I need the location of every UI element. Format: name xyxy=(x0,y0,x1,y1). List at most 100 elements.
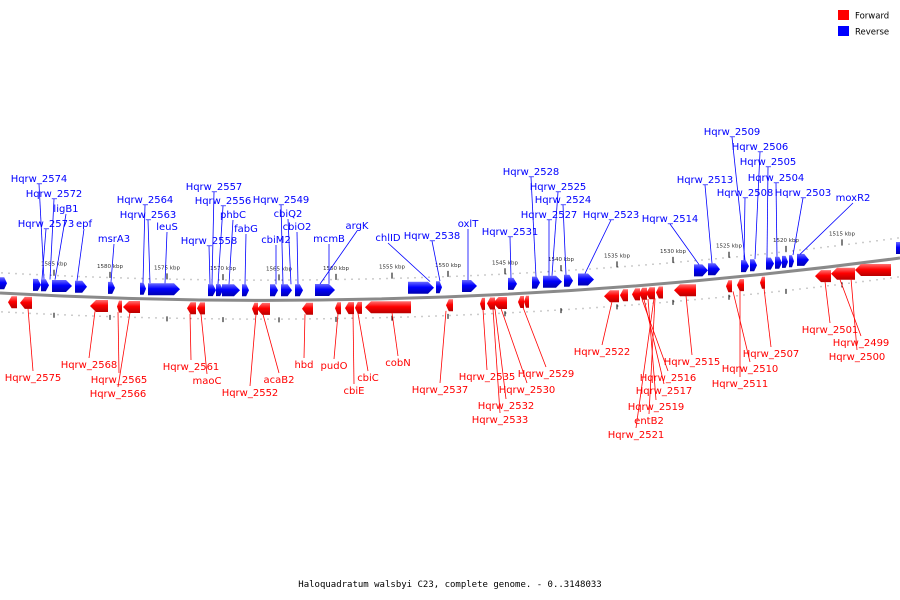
forward-gene-arrow-5[interactable] xyxy=(187,302,196,315)
reverse-gene-arrow-25[interactable] xyxy=(708,263,720,276)
reverse-gene-arrow-23[interactable] xyxy=(578,273,594,286)
gene-label-hqrw-2525[interactable]: Hqrw_2525 xyxy=(530,182,587,193)
gene-label-hbd[interactable]: hbd xyxy=(294,360,313,371)
gene-label-hqrw-2503[interactable]: Hqrw_2503 xyxy=(775,188,832,199)
gene-label-oxlt[interactable]: oxlT xyxy=(458,219,480,230)
reverse-gene-arrow-28[interactable] xyxy=(766,257,774,270)
reverse-gene-arrow-9[interactable] xyxy=(216,284,223,297)
gene-label-hqrw-2519[interactable]: Hqrw_2519 xyxy=(628,402,685,413)
gene-label-hqrw-2538[interactable]: Hqrw_2538 xyxy=(404,231,461,242)
gene-label-maoc[interactable]: maoC xyxy=(193,376,222,387)
gene-label-hqrw-2558[interactable]: Hqrw_2558 xyxy=(181,236,238,247)
gene-label-hqrw-2552[interactable]: Hqrw_2552 xyxy=(222,388,279,399)
reverse-gene-arrow-5[interactable] xyxy=(108,281,115,294)
reverse-gene-arrow-27[interactable] xyxy=(750,259,757,272)
gene-label-moxr2[interactable]: moxR2 xyxy=(836,193,871,204)
reverse-gene-arrow-11[interactable] xyxy=(242,284,249,297)
reverse-gene-arrow-12[interactable] xyxy=(270,284,278,297)
gene-label-hqrw-2549[interactable]: Hqrw_2549 xyxy=(253,195,310,206)
gene-label-phbc[interactable]: phbC xyxy=(220,210,246,221)
forward-gene-arrow-23[interactable] xyxy=(639,287,647,300)
gene-label-hqrw-2537[interactable]: Hqrw_2537 xyxy=(412,385,469,396)
forward-gene-arrow-30[interactable] xyxy=(815,270,831,283)
forward-gene-arrow-17[interactable] xyxy=(493,297,507,309)
reverse-gene-arrow-31[interactable] xyxy=(789,255,794,268)
forward-gene-arrow-2[interactable] xyxy=(90,300,108,312)
reverse-gene-arrow-2[interactable] xyxy=(41,279,49,292)
forward-gene-arrow-25[interactable] xyxy=(656,286,663,299)
forward-gene-arrow-3[interactable] xyxy=(117,300,122,313)
gene-label-hqrw-2506[interactable]: Hqrw_2506 xyxy=(732,142,789,153)
gene-label-hqrw-2566[interactable]: Hqrw_2566 xyxy=(90,389,147,400)
reverse-gene-arrow-6[interactable] xyxy=(140,282,146,295)
reverse-gene-arrow-7[interactable] xyxy=(148,283,180,296)
reverse-gene-arrow-29[interactable] xyxy=(775,256,782,269)
gene-label-hqrw-2522[interactable]: Hqrw_2522 xyxy=(574,347,631,358)
forward-gene-arrow-14[interactable] xyxy=(446,299,453,312)
gene-label-hqrw-2568[interactable]: Hqrw_2568 xyxy=(61,360,118,371)
gene-label-hqrw-2529[interactable]: Hqrw_2529 xyxy=(518,369,575,380)
reverse-gene-arrow-17[interactable] xyxy=(436,281,442,294)
gene-label-hqrw-2500[interactable]: Hqrw_2500 xyxy=(829,352,886,363)
gene-label-hqrw-2514[interactable]: Hqrw_2514 xyxy=(642,214,699,225)
forward-gene-arrow-15[interactable] xyxy=(480,297,485,310)
gene-label-pudo[interactable]: pudO xyxy=(321,361,348,372)
reverse-gene-arrow-20[interactable] xyxy=(532,276,540,289)
gene-label-cbiq2[interactable]: cbiQ2 xyxy=(274,209,303,220)
reverse-gene-arrow-33[interactable] xyxy=(896,242,900,254)
gene-label-acab2[interactable]: acaB2 xyxy=(264,375,295,386)
forward-gene-arrow-26[interactable] xyxy=(674,284,696,297)
gene-label-leus[interactable]: leuS xyxy=(156,222,178,233)
reverse-gene-arrow-3[interactable] xyxy=(52,280,72,292)
reverse-gene-arrow-1[interactable] xyxy=(33,278,41,291)
gene-label-hqrw-2504[interactable]: Hqrw_2504 xyxy=(748,173,805,184)
forward-gene-arrow-19[interactable] xyxy=(524,295,529,308)
forward-gene-arrow-18[interactable] xyxy=(518,296,524,308)
forward-gene-arrow-4[interactable] xyxy=(123,301,140,313)
forward-gene-arrow-20[interactable] xyxy=(604,290,619,303)
reverse-gene-arrow-18[interactable] xyxy=(462,280,477,292)
forward-gene-arrow-10[interactable] xyxy=(335,302,341,315)
gene-label-entb2[interactable]: entB2 xyxy=(634,416,664,427)
forward-gene-arrow-1[interactable] xyxy=(20,296,32,309)
gene-label-hqrw-2513[interactable]: Hqrw_2513 xyxy=(677,175,734,186)
forward-gene-arrow-27[interactable] xyxy=(726,280,732,293)
gene-label-cbie[interactable]: cbiE xyxy=(344,386,365,397)
gene-label-argk[interactable]: argK xyxy=(346,221,369,232)
gene-label-hqrw-2533[interactable]: Hqrw_2533 xyxy=(472,415,529,426)
forward-gene-arrow-29[interactable] xyxy=(760,276,765,289)
forward-gene-arrow-11[interactable] xyxy=(345,302,354,315)
reverse-gene-arrow-16[interactable] xyxy=(408,281,434,294)
reverse-gene-arrow-30[interactable] xyxy=(782,255,788,268)
reverse-gene-arrow-15[interactable] xyxy=(315,284,335,296)
gene-label-hqrw-2507[interactable]: Hqrw_2507 xyxy=(743,349,800,360)
forward-gene-arrow-31[interactable] xyxy=(831,267,855,280)
gene-label-cbio2[interactable]: cbiO2 xyxy=(283,222,312,233)
reverse-gene-arrow-10[interactable] xyxy=(222,284,240,297)
reverse-gene-arrow-21[interactable] xyxy=(543,275,562,288)
reverse-gene-arrow-13[interactable] xyxy=(281,284,292,297)
reverse-gene-arrow-8[interactable] xyxy=(208,284,216,297)
gene-label-hqrw-2531[interactable]: Hqrw_2531 xyxy=(482,227,539,238)
gene-label-hqrw-2515[interactable]: Hqrw_2515 xyxy=(664,357,721,368)
reverse-gene-arrow-26[interactable] xyxy=(741,260,749,273)
gene-label-hqrw-2517[interactable]: Hqrw_2517 xyxy=(636,386,693,397)
gene-label-hqrw-2575[interactable]: Hqrw_2575 xyxy=(5,373,62,384)
forward-gene-arrow-6[interactable] xyxy=(197,302,205,315)
gene-label-hqrw-2573[interactable]: Hqrw_2573 xyxy=(18,219,75,230)
gene-label-hqrw-2557[interactable]: Hqrw_2557 xyxy=(186,182,243,193)
gene-label-hqrw-2530[interactable]: Hqrw_2530 xyxy=(499,385,556,396)
reverse-gene-arrow-32[interactable] xyxy=(797,253,809,266)
forward-gene-arrow-21[interactable] xyxy=(620,289,628,302)
gene-label-hqrw-2516[interactable]: Hqrw_2516 xyxy=(640,373,697,384)
reverse-gene-arrow-0[interactable] xyxy=(0,277,7,290)
gene-label-hqrw-2505[interactable]: Hqrw_2505 xyxy=(740,157,797,168)
gene-label-hqrw-2511[interactable]: Hqrw_2511 xyxy=(712,379,769,390)
gene-label-hqrw-2501[interactable]: Hqrw_2501 xyxy=(802,325,859,336)
gene-label-hqrw-2564[interactable]: Hqrw_2564 xyxy=(117,195,174,206)
gene-label-chlid[interactable]: chlID xyxy=(375,233,401,244)
gene-label-hqrw-2527[interactable]: Hqrw_2527 xyxy=(521,210,578,221)
gene-label-hqrw-2535[interactable]: Hqrw_2535 xyxy=(459,372,516,383)
gene-label-hqrw-2521[interactable]: Hqrw_2521 xyxy=(608,430,665,441)
gene-label-mcmb[interactable]: mcmB xyxy=(313,234,345,245)
